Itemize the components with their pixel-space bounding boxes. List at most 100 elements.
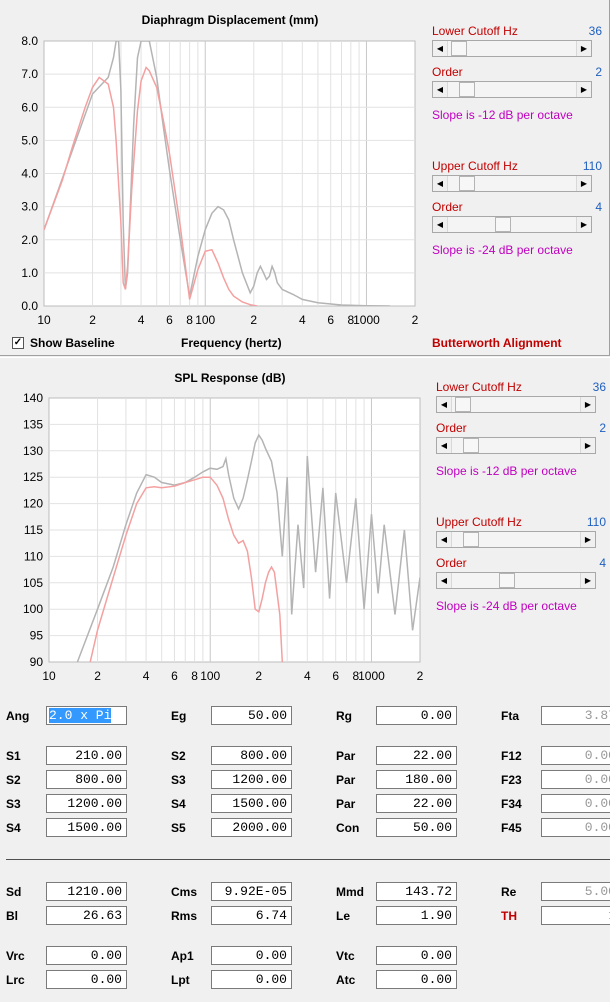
param-field-s2[interactable]: 800.00 [46,770,127,789]
param-field-par1[interactable]: 22.00 [376,746,457,765]
x-tick-label: 8 [191,669,198,683]
param-field-ap1[interactable]: 0.00 [211,946,292,965]
param-label-s2b: S2 [171,749,186,763]
lower-order-slider[interactable]: ◀ ▶ [436,437,596,454]
param-field-rms[interactable]: 6.74 [211,906,292,925]
param-field-le[interactable]: 1.90 [376,906,457,925]
show-baseline-checkbox[interactable]: ✓ Show Baseline [12,336,115,350]
param-field-lpt[interactable]: 0.00 [211,970,292,989]
param-field-s4b[interactable]: 1500.00 [211,794,292,813]
x-tick-label: 2 [255,669,262,683]
filter-controls-1: Lower Cutoff Hz 36 ◀ ▶ Order 2 ◀ ▶ Slope is -12 … [432,24,602,257]
param-field-f45[interactable]: 0.00 [541,818,610,837]
param-field-ang[interactable]: 2.0 x Pi [46,706,127,725]
param-field-cms[interactable]: 9.92E-05 [211,882,292,901]
param-field-par2[interactable]: 180.00 [376,770,457,789]
param-field-bl[interactable]: 26.63 [46,906,127,925]
param-label-s4: S4 [6,821,21,835]
param-label-le: Le [336,909,351,923]
scroll-right-arrow-icon[interactable]: ▶ [580,532,595,547]
scroll-right-arrow-icon[interactable]: ▶ [580,438,595,453]
lower-cutoff-slider[interactable]: ◀ ▶ [436,396,596,413]
y-tick-label: 115 [24,523,43,537]
upper-cutoff-value: 110 [586,515,606,529]
param-label-s5: S5 [171,821,186,835]
param-field-fta[interactable]: 3.87 [541,706,610,725]
param-field-lrc[interactable]: 0.00 [46,970,127,989]
param-field-s4[interactable]: 1500.00 [46,818,127,837]
section-divider [6,859,610,860]
upper-order-slider[interactable]: ◀ ▶ [436,572,596,589]
x-tick-label: 8 [352,669,359,683]
scroll-left-arrow-icon[interactable]: ◀ [433,41,448,56]
param-field-vrc[interactable]: 0.00 [46,946,127,965]
displacement-chart: 8.07.06.05.04.03.02.01.00.010 2 4 6 8 100 2 4 6 8… [21,34,418,327]
scroll-left-arrow-icon[interactable]: ◀ [437,438,452,453]
lower-cutoff-slider-thumb[interactable] [455,397,472,412]
param-field-s2b[interactable]: 800.00 [211,746,292,765]
lower-cutoff-slider[interactable]: ◀ ▶ [432,40,592,57]
upper-cutoff-slider-thumb[interactable] [459,176,476,191]
param-field-par3[interactable]: 22.00 [376,794,457,813]
selected-text: 2.0 x Pi [49,708,112,723]
x-tick-label: 6 [327,313,334,327]
scroll-left-arrow-icon[interactable]: ◀ [433,82,448,97]
y-tick-label: 110 [24,549,43,563]
scroll-left-arrow-icon[interactable]: ◀ [433,176,448,191]
upper-order-slider[interactable]: ◀ ▶ [432,216,592,233]
param-field-con[interactable]: 50.00 [376,818,457,837]
upper-cutoff-slider[interactable]: ◀ ▶ [432,175,592,192]
param-field-f12[interactable]: 0.00 [541,746,610,765]
upper-order-label: Order [436,556,467,570]
param-field-s3[interactable]: 1200.00 [46,794,127,813]
upper-cutoff-slider-thumb[interactable] [463,532,480,547]
scroll-left-arrow-icon[interactable]: ◀ [437,397,452,412]
lower-slope-text: Slope is -12 dB per octave [432,108,573,122]
param-label-par1: Par [336,749,356,763]
lower-cutoff-label: Lower Cutoff Hz [436,380,522,394]
spl-chart-title: SPL Response (dB) [174,371,286,385]
scroll-left-arrow-icon[interactable]: ◀ [433,217,448,232]
x-tick-label: 6 [332,669,339,683]
param-field-s1[interactable]: 210.00 [46,746,127,765]
frequency-axis-label: Frequency (hertz) [181,336,282,350]
param-field-eg[interactable]: 50.00 [211,706,292,725]
lower-order-slider-thumb[interactable] [459,82,476,97]
x-tick-label: 4 [143,669,150,683]
scroll-left-arrow-icon[interactable]: ◀ [437,573,452,588]
param-field-sd[interactable]: 1210.00 [46,882,127,901]
lower-order-value: 2 [595,65,602,79]
param-field-f34[interactable]: 0.00 [541,794,610,813]
param-field-th[interactable]: 1 [541,906,610,925]
upper-cutoff-slider[interactable]: ◀ ▶ [436,531,596,548]
upper-order-slider-thumb[interactable] [499,573,516,588]
param-label-cms: Cms [171,885,198,899]
scroll-left-arrow-icon[interactable]: ◀ [437,532,452,547]
scroll-right-arrow-icon[interactable]: ▶ [580,397,595,412]
param-field-atc[interactable]: 0.00 [376,970,457,989]
scroll-right-arrow-icon[interactable]: ▶ [576,176,591,191]
scroll-right-arrow-icon[interactable]: ▶ [576,82,591,97]
x-tick-label: 4 [138,313,145,327]
y-tick-label: 120 [23,497,43,511]
baseline-series-line [76,433,420,662]
param-label-eg: Eg [171,709,187,723]
scroll-right-arrow-icon[interactable]: ▶ [576,41,591,56]
param-field-vtc[interactable]: 0.00 [376,946,457,965]
param-field-re[interactable]: 5.00 [541,882,610,901]
lower-cutoff-slider-thumb[interactable] [451,41,468,56]
x-tick-label: 4 [299,313,306,327]
param-field-mmd[interactable]: 143.72 [376,882,457,901]
upper-order-slider-thumb[interactable] [495,217,512,232]
param-field-f23[interactable]: 0.00 [541,770,610,789]
lower-order-slider-thumb[interactable] [463,438,480,453]
y-tick-label: 90 [30,655,44,669]
param-field-s5[interactable]: 2000.00 [211,818,292,837]
param-field-s3b[interactable]: 1200.00 [211,770,292,789]
lower-order-slider[interactable]: ◀ ▶ [432,81,592,98]
param-field-rg[interactable]: 0.00 [376,706,457,725]
scroll-right-arrow-icon[interactable]: ▶ [576,217,591,232]
param-label-rg: Rg [336,709,352,723]
scroll-right-arrow-icon[interactable]: ▶ [580,573,595,588]
param-label-s2: S2 [6,773,21,787]
